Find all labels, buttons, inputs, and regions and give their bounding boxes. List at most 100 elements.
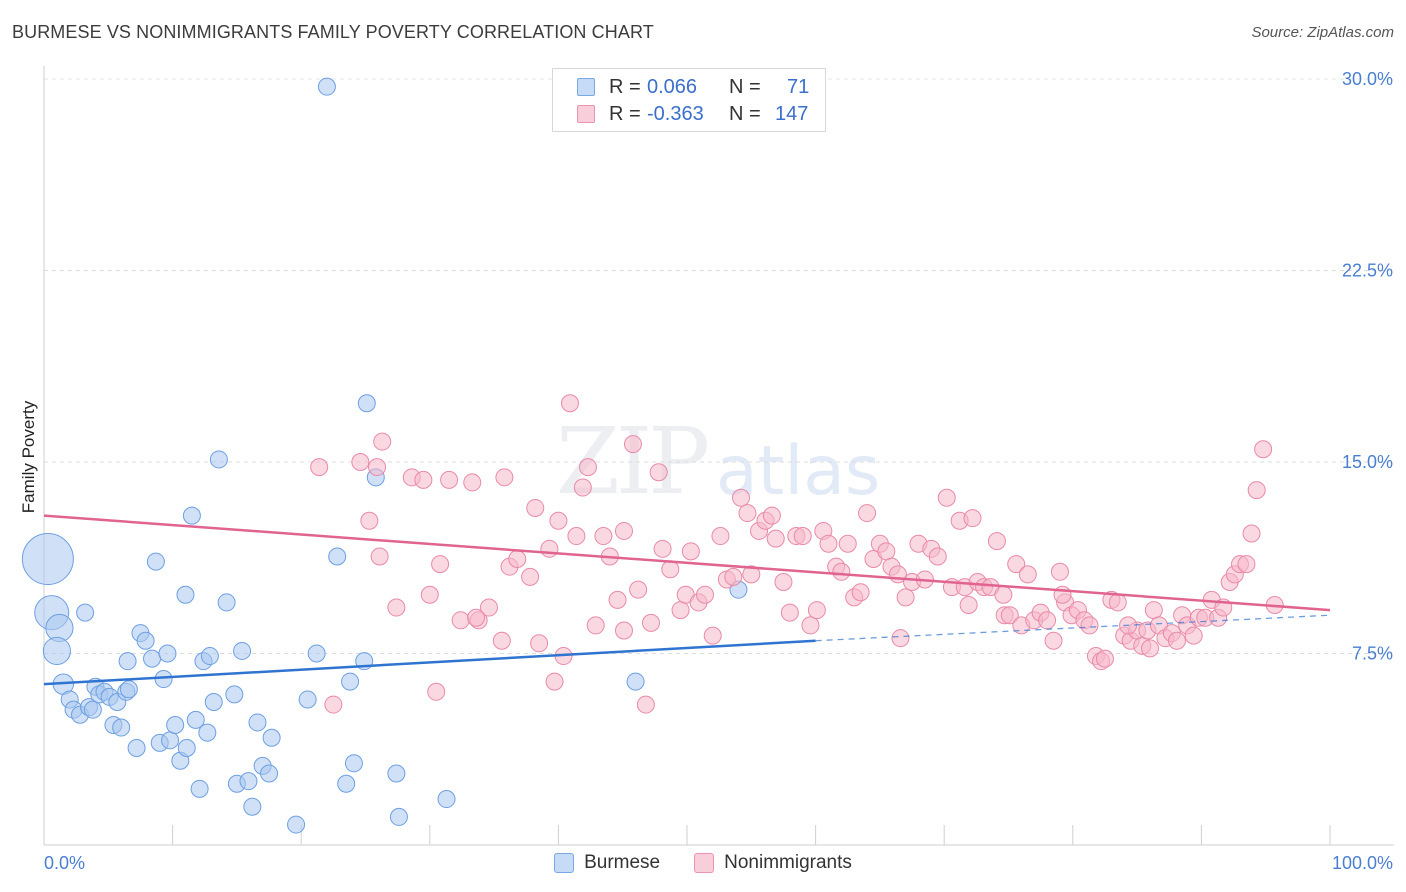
point-nonimmigrants	[649, 463, 668, 482]
point-burmese	[262, 728, 281, 747]
point-nonimmigrants	[1144, 601, 1163, 620]
legend-row-burmese: R = 0.066 N = 71	[577, 75, 809, 99]
point-nonimmigrants	[1242, 524, 1261, 543]
series-label-nonimmigrants: Nonimmigrants	[724, 852, 852, 873]
point-nonimmigrants	[696, 585, 715, 604]
trendline-extension-burmese	[815, 614, 1331, 642]
point-nonimmigrants	[1007, 555, 1026, 574]
point-burmese	[298, 690, 317, 709]
point-burmese	[198, 723, 217, 742]
point-nonimmigrants	[681, 542, 700, 561]
series-legend: Burmese Nonimmigrants	[0, 852, 1406, 874]
legend-row-nonimmigrants: R = -0.363 N = 147	[577, 102, 808, 126]
point-nonimmigrants	[780, 603, 799, 622]
point-burmese	[328, 547, 347, 566]
point-burmese	[161, 731, 180, 750]
point-nonimmigrants	[896, 588, 915, 607]
point-nonimmigrants	[608, 590, 627, 609]
point-nonimmigrants	[560, 394, 579, 413]
series-swatch-burmese	[554, 853, 575, 873]
point-nonimmigrants	[774, 573, 793, 592]
point-burmese	[248, 713, 267, 732]
point-nonimmigrants	[762, 506, 781, 525]
point-nonimmigrants	[387, 598, 406, 617]
point-burmese	[209, 450, 228, 469]
point-nonimmigrants	[629, 580, 648, 599]
series-swatch-nonimmigrants	[694, 853, 715, 873]
point-nonimmigrants	[530, 634, 549, 653]
point-nonimmigrants	[594, 527, 613, 546]
point-nonimmigrants	[738, 504, 757, 523]
point-nonimmigrants	[1080, 616, 1099, 635]
y-tick-label: 15.0%	[1342, 452, 1393, 472]
point-nonimmigrants	[573, 478, 592, 497]
series-legend-nonimmigrants[interactable]: Nonimmigrants	[694, 852, 852, 874]
legend-n-label: N =	[729, 75, 761, 98]
point-nonimmigrants	[414, 470, 433, 489]
point-nonimmigrants	[819, 534, 838, 553]
point-nonimmigrants	[793, 527, 812, 546]
point-nonimmigrants	[636, 695, 655, 714]
legend-swatch-nonimmigrants	[577, 105, 595, 123]
point-nonimmigrants	[451, 611, 470, 630]
point-burmese	[317, 77, 336, 96]
y-tick-label: 22.5%	[1342, 261, 1393, 281]
point-nonimmigrants	[851, 583, 870, 602]
point-nonimmigrants	[351, 453, 370, 471]
point-nonimmigrants	[807, 601, 826, 620]
point-burmese	[389, 807, 408, 826]
point-burmese	[76, 603, 95, 622]
y-tick-label: 30.0%	[1342, 69, 1393, 89]
legend-n-value: 71	[787, 75, 810, 98]
point-burmese	[119, 680, 138, 699]
point-burmese	[260, 764, 279, 783]
point-burmese	[21, 533, 74, 586]
point-nonimmigrants	[653, 539, 672, 558]
point-nonimmigrants	[360, 511, 379, 530]
point-burmese	[341, 672, 360, 691]
point-nonimmigrants	[1184, 626, 1203, 645]
point-nonimmigrants	[614, 521, 633, 540]
point-burmese	[154, 670, 173, 689]
point-nonimmigrants	[368, 458, 387, 477]
point-burmese	[112, 718, 131, 737]
point-burmese	[357, 394, 376, 413]
point-nonimmigrants	[732, 488, 751, 507]
point-burmese	[42, 636, 71, 666]
point-nonimmigrants	[427, 682, 446, 701]
point-nonimmigrants	[877, 542, 896, 561]
point-nonimmigrants	[987, 532, 1006, 551]
series-label-burmese: Burmese	[584, 852, 661, 873]
point-nonimmigrants	[742, 565, 761, 584]
legend-r-label: R =	[609, 75, 641, 98]
point-nonimmigrants	[420, 585, 439, 604]
point-nonimmigrants	[324, 695, 343, 714]
legend-swatch-burmese	[577, 78, 595, 96]
point-nonimmigrants	[1237, 555, 1256, 574]
point-burmese	[626, 672, 645, 691]
point-nonimmigrants	[838, 534, 857, 553]
point-burmese	[287, 815, 306, 834]
point-burmese	[243, 797, 262, 816]
point-nonimmigrants	[1018, 565, 1037, 584]
point-burmese	[146, 552, 165, 571]
trend-layer	[43, 514, 1331, 686]
point-nonimmigrants	[1038, 611, 1057, 630]
point-burmese	[239, 772, 258, 791]
point-burmese	[143, 649, 162, 668]
point-nonimmigrants	[373, 432, 392, 451]
point-nonimmigrants	[1167, 631, 1186, 650]
point-burmese	[217, 593, 236, 612]
grid-layer	[44, 78, 1394, 654]
trendline-burmese	[43, 639, 816, 686]
series-legend-burmese[interactable]: Burmese	[554, 852, 660, 874]
point-nonimmigrants	[545, 672, 564, 691]
point-nonimmigrants	[440, 470, 459, 489]
point-burmese	[437, 790, 456, 809]
point-nonimmigrants	[1050, 562, 1069, 581]
point-burmese	[182, 506, 201, 525]
point-burmese	[177, 738, 196, 757]
point-burmese	[186, 710, 205, 729]
y-axis-title: Family Poverty	[19, 400, 38, 513]
